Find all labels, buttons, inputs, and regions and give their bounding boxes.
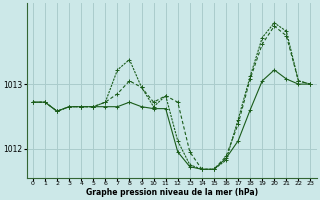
X-axis label: Graphe pression niveau de la mer (hPa): Graphe pression niveau de la mer (hPa) — [86, 188, 258, 197]
